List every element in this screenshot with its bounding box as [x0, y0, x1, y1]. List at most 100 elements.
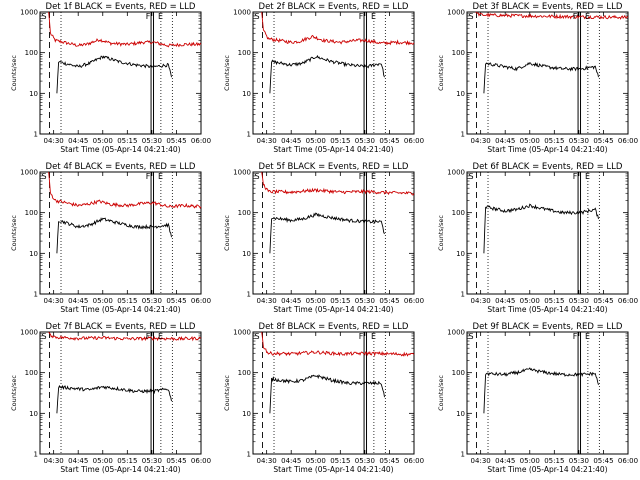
- x-tick-label: 05:30: [142, 137, 162, 145]
- lld-series-line: [48, 331, 202, 342]
- x-tick-label: 04:45: [68, 457, 88, 465]
- x-tick-label: 04:30: [471, 457, 491, 465]
- x-tick-label: 05:15: [117, 137, 137, 145]
- x-tick-label: 04:30: [44, 297, 64, 305]
- plot-frame: [252, 171, 415, 295]
- x-tick-label: 06:00: [191, 297, 211, 305]
- y-axis-label: Counts/sec: [223, 375, 231, 411]
- y-tick-label: 100: [238, 209, 251, 217]
- panel-title: Det 9f BLACK = Events, RED = LLD: [473, 322, 623, 332]
- time-marker-f: F: [573, 332, 578, 341]
- y-tick-label: 1000: [20, 169, 38, 177]
- x-tick-label: 05:00: [306, 297, 326, 305]
- time-marker-s: S: [41, 172, 46, 181]
- y-tick-label: 10: [242, 250, 251, 258]
- x-tick-label: 06:00: [618, 297, 638, 305]
- events-series-line: [56, 55, 172, 94]
- time-marker-f: F: [146, 172, 151, 181]
- lld-series-line: [261, 11, 415, 46]
- time-marker-f: F: [359, 12, 364, 21]
- x-tick-label: 06:00: [404, 457, 424, 465]
- y-tick-label: 100: [25, 49, 38, 57]
- y-tick-label: 100: [452, 369, 465, 377]
- x-axis-label: Start Time (05-Apr-14 04:21:40): [273, 305, 393, 314]
- x-tick-label: 05:45: [593, 297, 613, 305]
- x-tick-label: 05:45: [379, 297, 399, 305]
- plot-frame: [466, 11, 629, 135]
- plot-frame: [39, 331, 202, 455]
- events-series-line: [483, 203, 599, 254]
- y-tick-label: 1: [461, 131, 465, 139]
- lld-series-line: [48, 171, 202, 209]
- x-axis-label: Start Time (05-Apr-14 04:21:40): [273, 145, 393, 154]
- x-axis-label: Start Time (05-Apr-14 04:21:40): [487, 145, 607, 154]
- x-tick-label: 05:45: [166, 297, 186, 305]
- time-marker-e: E: [158, 332, 163, 341]
- x-tick-label: 06:00: [404, 137, 424, 145]
- x-tick-label: 04:45: [68, 137, 88, 145]
- x-tick-label: 05:30: [355, 457, 375, 465]
- panel-det-1: Det 1f BLACK = Events, RED = LLD 1 10 100 10…: [10, 2, 211, 154]
- plot-frame: [39, 171, 202, 295]
- x-tick-label: 05:15: [544, 297, 564, 305]
- y-tick-label: 1: [461, 291, 465, 299]
- y-tick-label: 10: [242, 90, 251, 98]
- time-marker-s: S: [468, 12, 473, 21]
- time-marker-s: S: [41, 12, 46, 21]
- panel-det-4: Det 4f BLACK = Events, RED = LLD 1 10 100 10…: [10, 162, 211, 314]
- panel-title: Det 5f BLACK = Events, RED = LLD: [259, 162, 409, 172]
- y-axis-label: Counts/sec: [437, 375, 445, 411]
- x-tick-label: 05:00: [93, 457, 113, 465]
- y-axis-label: Counts/sec: [437, 55, 445, 91]
- x-tick-label: 05:30: [142, 297, 162, 305]
- y-axis-label: Counts/sec: [437, 215, 445, 251]
- y-tick-label: 1: [247, 291, 251, 299]
- y-tick-label: 1: [247, 451, 251, 459]
- x-tick-label: 05:15: [117, 457, 137, 465]
- x-tick-label: 04:30: [471, 297, 491, 305]
- y-tick-label: 100: [25, 209, 38, 217]
- y-axis-label: Counts/sec: [10, 375, 18, 411]
- panel-title: Det 8f BLACK = Events, RED = LLD: [259, 322, 409, 332]
- x-axis-label: Start Time (05-Apr-14 04:21:40): [487, 465, 607, 474]
- events-series-line: [269, 374, 385, 414]
- x-tick-label: 05:15: [544, 457, 564, 465]
- x-tick-label: 06:00: [404, 297, 424, 305]
- x-tick-label: 05:15: [117, 297, 137, 305]
- y-tick-label: 100: [238, 49, 251, 57]
- time-marker-f: F: [359, 172, 364, 181]
- events-series-line: [269, 54, 385, 94]
- x-tick-label: 04:45: [495, 297, 515, 305]
- x-axis-label: Start Time (05-Apr-14 04:21:40): [273, 465, 393, 474]
- events-series-line: [483, 61, 599, 94]
- plot-frame: [466, 171, 629, 295]
- panel-det-6: Det 6f BLACK = Events, RED = LLD 1 10 100 10…: [437, 162, 638, 314]
- x-tick-label: 05:30: [355, 137, 375, 145]
- x-tick-label: 06:00: [191, 137, 211, 145]
- time-marker-e: E: [371, 332, 376, 341]
- lld-series-line: [261, 331, 415, 357]
- y-tick-label: 10: [29, 90, 38, 98]
- x-tick-label: 05:30: [569, 457, 589, 465]
- x-tick-label: 04:30: [257, 457, 277, 465]
- y-tick-label: 1: [461, 451, 465, 459]
- panel-det-3: Det 3f BLACK = Events, RED = LLD 1 10 100 10…: [437, 2, 638, 154]
- time-marker-s: S: [468, 332, 473, 341]
- lld-series-line: [261, 171, 415, 196]
- y-axis-label: Counts/sec: [223, 215, 231, 251]
- y-tick-label: 100: [238, 369, 251, 377]
- y-tick-label: 1000: [233, 169, 251, 177]
- x-tick-label: 05:15: [544, 137, 564, 145]
- x-tick-label: 05:00: [520, 297, 540, 305]
- time-marker-e: E: [371, 12, 376, 21]
- y-tick-label: 1: [247, 131, 251, 139]
- y-tick-label: 1000: [447, 169, 465, 177]
- y-tick-label: 100: [452, 209, 465, 217]
- x-tick-label: 05:00: [93, 297, 113, 305]
- events-series-line: [269, 212, 385, 254]
- x-tick-label: 05:15: [330, 137, 350, 145]
- time-marker-e: E: [585, 12, 590, 21]
- time-marker-e: E: [158, 12, 163, 21]
- time-marker-s: S: [254, 332, 259, 341]
